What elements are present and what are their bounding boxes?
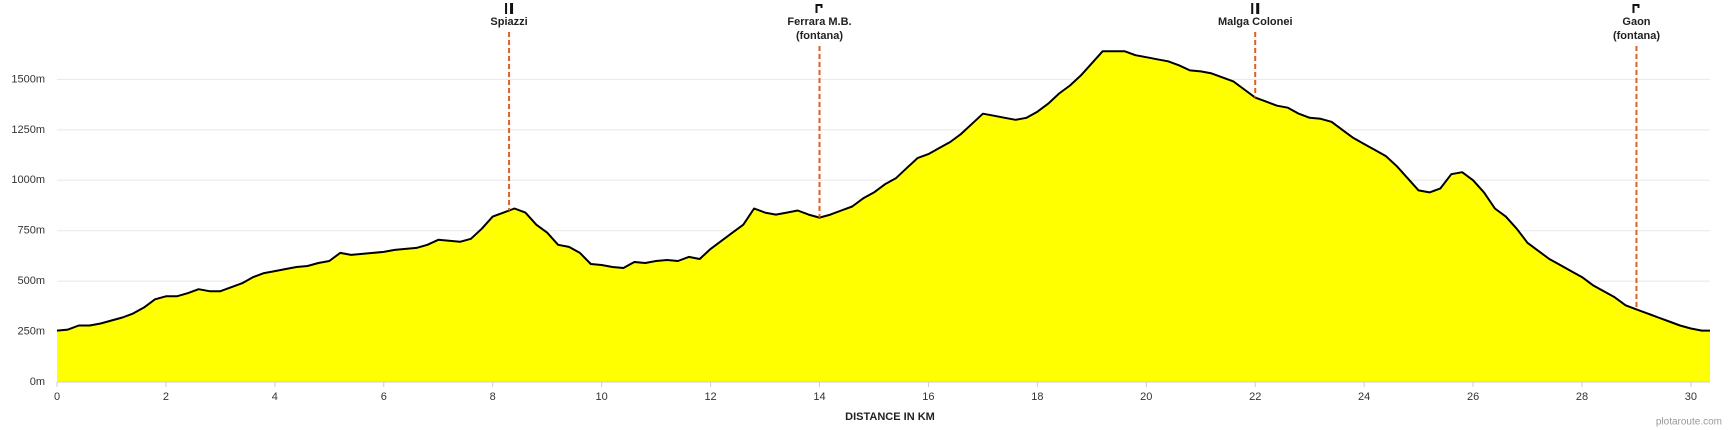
- y-tick-label: 1500m: [11, 73, 45, 85]
- restaurant-icon: [1256, 3, 1260, 14]
- x-tick-label: 16: [922, 391, 934, 403]
- waypoint: Malga Colonei: [1218, 3, 1293, 98]
- x-axis-title: DISTANCE IN KM: [845, 411, 935, 423]
- waypoint-label: Spiazzi: [490, 16, 527, 28]
- y-tick-label: 750m: [17, 225, 45, 237]
- x-tick-label: 14: [813, 391, 825, 403]
- x-tick-label: 22: [1249, 391, 1261, 403]
- x-tick-label: 0: [54, 391, 60, 403]
- waypoint-label: (fontana): [796, 30, 843, 42]
- x-tick-label: 2: [163, 391, 169, 403]
- fountain-icon: [815, 4, 823, 13]
- y-tick-label: 250m: [17, 325, 45, 337]
- x-tick-label: 18: [1031, 391, 1043, 403]
- x-tick-label: 20: [1140, 391, 1152, 403]
- fountain-icon: [1632, 4, 1640, 13]
- x-tick-label: 12: [704, 391, 716, 403]
- elevation-area: [57, 51, 1710, 382]
- waypoint-label: Gaon: [1622, 16, 1650, 28]
- elevation-line: [56, 50, 1710, 332]
- x-tick-label: 4: [272, 391, 278, 403]
- waypoint: Spiazzi: [490, 3, 528, 211]
- waypoint: Gaon (fontana): [1613, 4, 1660, 310]
- x-tick-label: 30: [1685, 391, 1697, 403]
- x-tick-label: 24: [1358, 391, 1370, 403]
- x-tick-label: 8: [490, 391, 496, 403]
- watermark: plotaroute.com: [1656, 417, 1722, 428]
- y-tick-label: 500m: [17, 275, 45, 287]
- waypoint: Ferrara M.B. (fontana): [787, 4, 852, 218]
- y-tick-label: 0m: [30, 376, 45, 388]
- x-tick-label: 6: [381, 391, 387, 403]
- x-tick-label: 26: [1467, 391, 1479, 403]
- waypoint-label: Ferrara M.B.: [787, 16, 851, 28]
- waypoint-label: Malga Colonei: [1218, 16, 1293, 28]
- waypoint-label: (fontana): [1613, 30, 1660, 42]
- restaurant-icon: [505, 3, 508, 14]
- restaurant-icon: [1251, 3, 1254, 14]
- y-tick-label: 1000m: [11, 174, 45, 186]
- restaurant-icon: [510, 3, 514, 14]
- x-tick-label: 10: [596, 391, 608, 403]
- x-tick-label: 28: [1576, 391, 1588, 403]
- y-tick-label: 1250m: [11, 124, 45, 136]
